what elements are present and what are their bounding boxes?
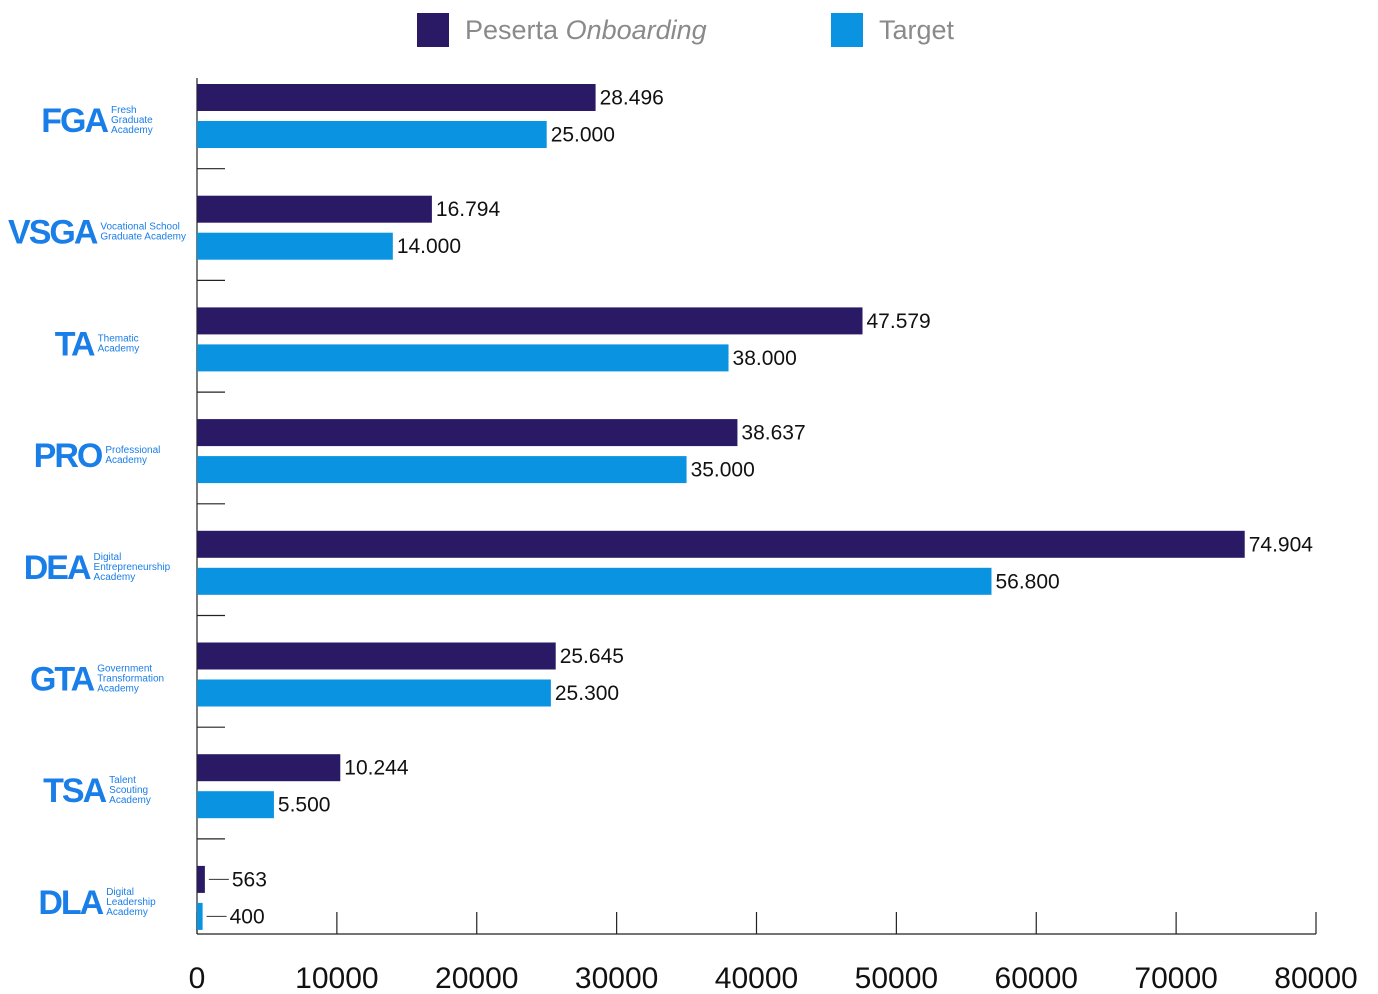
category-abbr: FGA [41, 102, 108, 140]
data-label: 28.496 [600, 87, 664, 110]
data-label: 10.244 [344, 757, 409, 780]
category-name-line: Academy [97, 684, 139, 695]
category-name-line: Fresh [111, 105, 137, 116]
data-label: 563 [232, 868, 267, 891]
x-tick-label: 30000 [575, 962, 658, 994]
category-name-line: Scouting [109, 785, 148, 796]
bar-onboarding [197, 195, 432, 223]
bar-target [197, 456, 687, 484]
category-name-line: Academy [98, 343, 140, 354]
x-tick-label: 0 [189, 962, 206, 994]
data-label: 47.579 [867, 310, 931, 333]
category-name-line: Talent [109, 775, 136, 786]
data-label: 38.000 [733, 347, 797, 370]
legend-swatch-target [831, 13, 863, 47]
category-name-line: Vocational School [100, 222, 180, 233]
category-name-line: Graduate Academy [100, 232, 186, 243]
bar-target [197, 902, 203, 930]
data-label: 25.645 [560, 645, 624, 668]
data-label: 14.000 [397, 235, 461, 258]
category-abbr: GTA [30, 661, 95, 699]
legend-label-onboarding-plain: Peserta [465, 14, 566, 45]
bar-target [197, 679, 551, 707]
bar-onboarding [197, 642, 556, 670]
bar-target [197, 344, 729, 372]
x-tick-label: 80000 [1274, 962, 1357, 994]
bar-target [197, 567, 992, 595]
legend-label-target: Target [879, 14, 955, 45]
category-name-line: Academy [106, 907, 148, 918]
bar-target [197, 232, 393, 260]
data-label: 74.904 [1249, 533, 1314, 556]
legend-label-onboarding: Peserta Onboarding [465, 15, 707, 46]
bar-onboarding [197, 865, 205, 893]
category-name-line: Academy [111, 125, 153, 136]
data-label: 16.794 [436, 198, 501, 221]
category-abbr: DLA [38, 884, 103, 922]
category-name-line: Entrepreneurship [94, 562, 171, 573]
category-abbr: PRO [34, 437, 103, 475]
category-name-line: Digital [106, 887, 134, 898]
bar-target [197, 121, 547, 148]
legend-item-onboarding: Peserta Onboarding [417, 12, 707, 48]
bar-onboarding [197, 307, 863, 335]
category-name-line: Leadership [106, 897, 156, 908]
x-tick-label: 70000 [1134, 962, 1217, 994]
x-tick-label: 60000 [995, 962, 1078, 994]
bar-onboarding [197, 754, 341, 782]
data-label: 5.500 [278, 794, 331, 817]
data-label: 25.000 [551, 124, 615, 147]
category-name-line: Transformation [97, 674, 164, 685]
x-tick-label: 50000 [855, 962, 938, 994]
bar-onboarding [197, 419, 738, 447]
data-label: 56.800 [995, 570, 1059, 593]
category-abbr: TSA [43, 772, 106, 810]
category-name-line: Thematic [98, 333, 139, 344]
category-name-line: Academy [109, 795, 151, 806]
data-label: 35.000 [691, 459, 755, 482]
bar-target [197, 791, 274, 819]
legend-item-target: Target [831, 12, 954, 48]
data-label: 400 [230, 905, 265, 928]
x-tick-label: 10000 [295, 962, 378, 994]
x-tick-label: 40000 [715, 962, 798, 994]
bar-onboarding [197, 84, 596, 111]
category-name-line: Academy [105, 455, 147, 466]
category-name-line: Graduate [111, 115, 153, 126]
legend-label-onboarding-italic: Onboarding [565, 14, 707, 45]
category-name-line: Government [97, 664, 152, 675]
category-name-line: Academy [94, 572, 136, 583]
data-label: 25.300 [555, 682, 619, 705]
data-label: 38.637 [741, 422, 805, 445]
category-abbr: DEA [24, 549, 91, 587]
category-abbr: VSGA [8, 214, 98, 252]
bar-onboarding [197, 530, 1245, 558]
category-name-line: Professional [105, 445, 160, 456]
chart-legend: Peserta Onboarding Target [0, 8, 1378, 52]
category-abbr: TA [55, 325, 95, 363]
x-tick-label: 20000 [435, 962, 518, 994]
category-name-line: Digital [94, 552, 122, 563]
legend-swatch-onboarding [417, 13, 449, 47]
